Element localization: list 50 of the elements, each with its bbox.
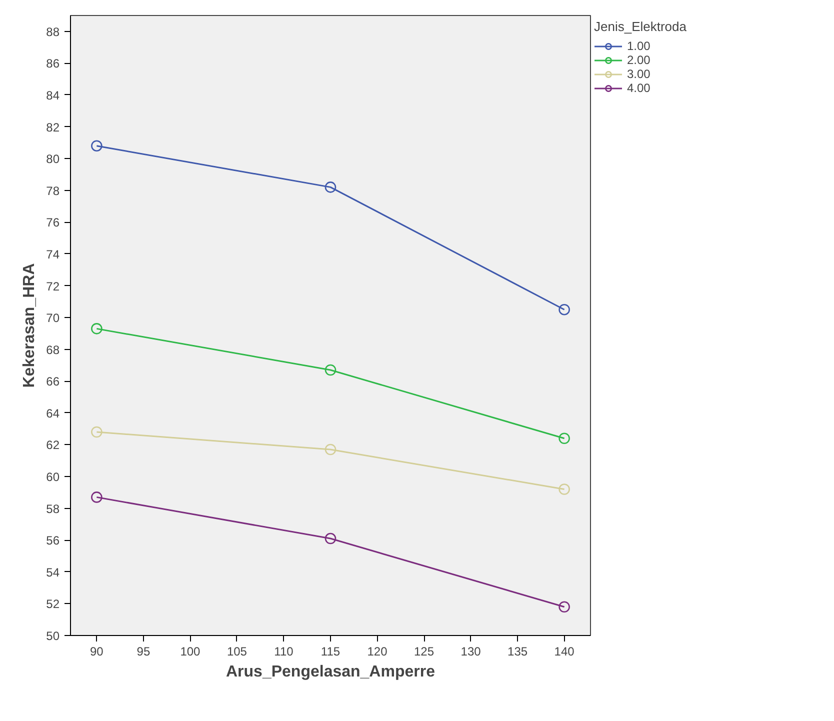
x-tick-label: 110	[274, 644, 294, 658]
point	[324, 532, 336, 544]
x-tick-label: 105	[226, 644, 248, 658]
legend-label: 3.00	[627, 67, 650, 81]
y-tick-label: 84	[46, 88, 60, 102]
y-axis-title: Kekerasan_HRA	[21, 262, 38, 388]
y-tick-label: 66	[46, 374, 60, 389]
x-tick-label: 130	[460, 644, 482, 658]
y-tick-label: 86	[46, 56, 60, 71]
y-tick-label: 62	[46, 438, 60, 452]
point	[558, 601, 570, 613]
y-tick-label: 60	[46, 470, 60, 484]
y-tick-label: 54	[46, 565, 60, 580]
point	[324, 182, 336, 193]
y-tick-label: 72	[46, 279, 60, 294]
point	[324, 364, 336, 376]
point	[324, 444, 336, 456]
y-tick-label: 78	[46, 184, 60, 198]
point	[91, 426, 102, 438]
point	[558, 484, 570, 495]
x-tick-label: 100	[180, 644, 201, 658]
x-tick-label: 115	[320, 644, 340, 658]
legend-label: 4.00	[627, 81, 650, 95]
y-tick-label: 64	[46, 406, 60, 420]
y-tick-label: 70	[46, 311, 60, 326]
y-tick-label: 82	[46, 120, 60, 134]
x-axis-title: Arus_Pengelasan_Amperre	[226, 664, 436, 680]
y-tick-label: 88	[46, 24, 60, 39]
x-tick-label: 90	[90, 644, 104, 658]
x-tick-label: 95	[136, 644, 150, 658]
x-tick-label: 140	[554, 644, 575, 658]
x-tick-label: 125	[414, 644, 434, 658]
y-tick-label: 68	[46, 342, 60, 357]
y-tick-label: 80	[46, 152, 60, 166]
point	[558, 304, 570, 316]
y-tick-label: 74	[46, 247, 60, 262]
point	[91, 140, 102, 152]
legend-title: Jenis_Elektroda	[594, 19, 686, 34]
legend-label: 1.00	[627, 39, 650, 53]
y-tick-label: 76	[46, 216, 60, 230]
y-tick-label: 58	[46, 502, 60, 516]
y-tick-label: 56	[46, 534, 60, 548]
y-tick-label: 52	[46, 597, 60, 612]
x-tick-label: 120	[367, 644, 388, 658]
y-tick-label: 50	[46, 629, 60, 643]
legend-label: 2.00	[627, 53, 650, 67]
point	[91, 323, 102, 334]
point	[558, 432, 570, 444]
point	[91, 492, 102, 503]
x-tick-label: 135	[508, 644, 528, 658]
